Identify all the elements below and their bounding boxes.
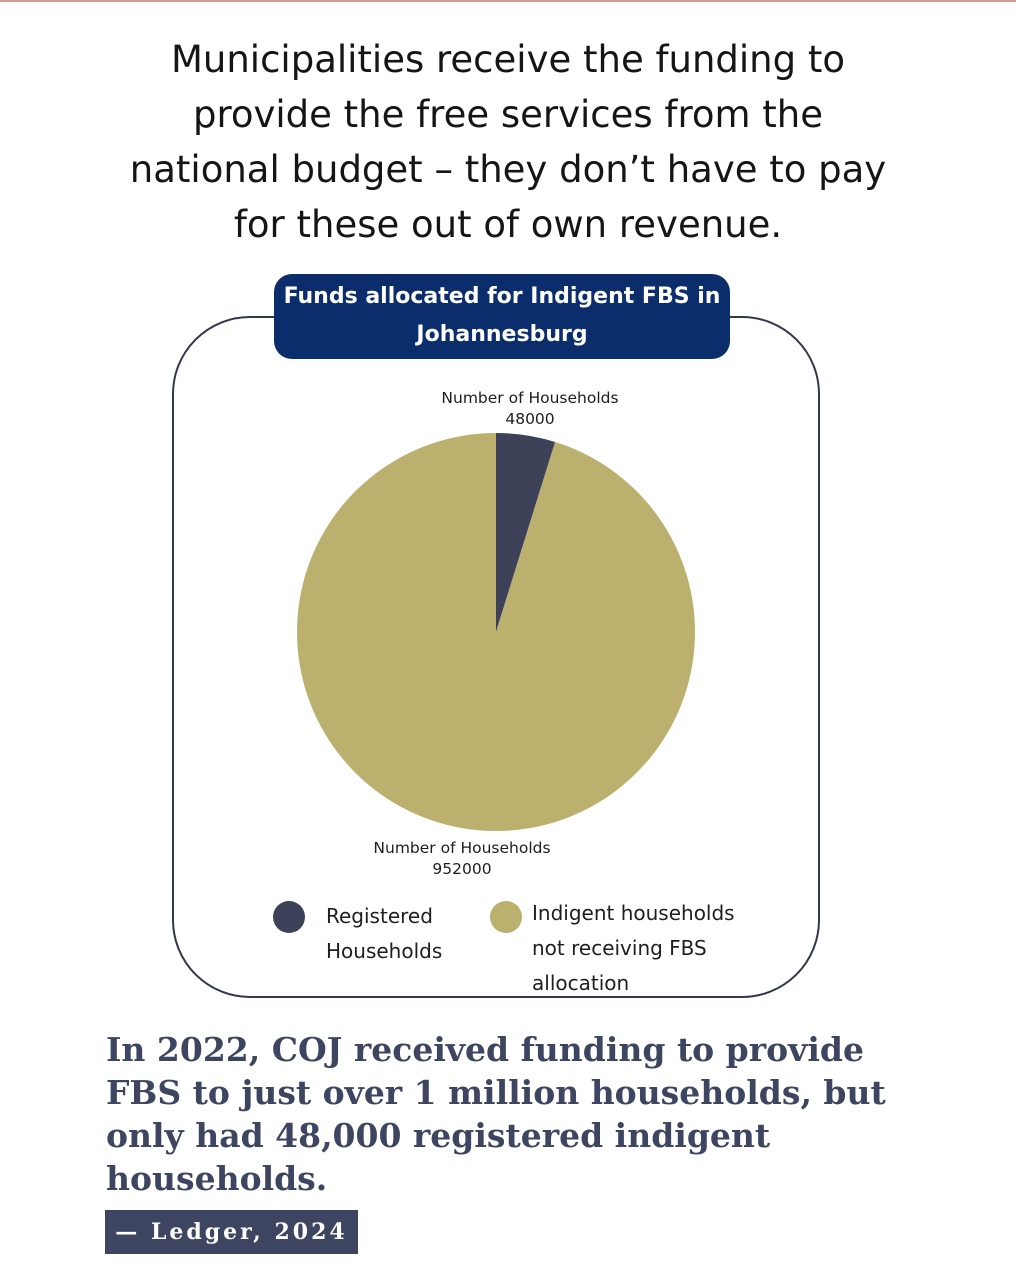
quote-line: households. [106,1159,328,1198]
top-divider [0,0,1016,2]
legend-label-indigent: Indigent households not receiving FBS al… [532,896,735,1001]
headline-line: Municipalities receive the funding to [170,38,846,81]
pie-slice-indigent [296,433,696,831]
slice-label-value: 48000 [505,410,555,428]
legend-label-line: allocation [532,971,630,995]
quote-text: In 2022, COJ received funding to provide… [106,1028,926,1200]
slice-label-indigent: Number of Households 952000 [352,838,572,880]
legend-label-registered: Registered Households [326,899,442,969]
chart-title: Funds allocated for Indigent FBS in Joha… [274,274,730,359]
source-badge: — Ledger, 2024 [105,1210,358,1254]
legend-swatch-registered [273,901,305,933]
legend-swatch-indigent [490,901,522,933]
legend-label-line: Households [326,939,443,963]
quote-line: only had 48,000 registered indigent [106,1116,771,1155]
slice-label-value: 952000 [432,860,492,878]
headline-line: national budget – they don’t have to pay [129,148,887,191]
quote-line: FBS to just over 1 million households, b… [106,1073,886,1112]
legend-label-line: not receiving FBS [532,936,707,960]
headline-line: for these out of own revenue. [233,203,783,246]
quote-line: In 2022, COJ received funding to provide [106,1030,864,1069]
chart-title-line: Funds allocated for Indigent FBS in [283,284,721,309]
slice-label-category: Number of Households [373,839,551,857]
slice-label-registered: Number of Households 48000 [420,388,640,430]
headline: Municipalities receive the funding to pr… [60,32,956,252]
chart-title-line: Johannesburg [416,322,588,347]
legend-label-line: Indigent households [532,901,735,925]
headline-line: provide the free services from the [192,93,824,136]
pie-slice-registered [496,433,556,632]
legend-label-line: Registered [326,904,433,928]
slice-label-category: Number of Households [441,389,619,407]
